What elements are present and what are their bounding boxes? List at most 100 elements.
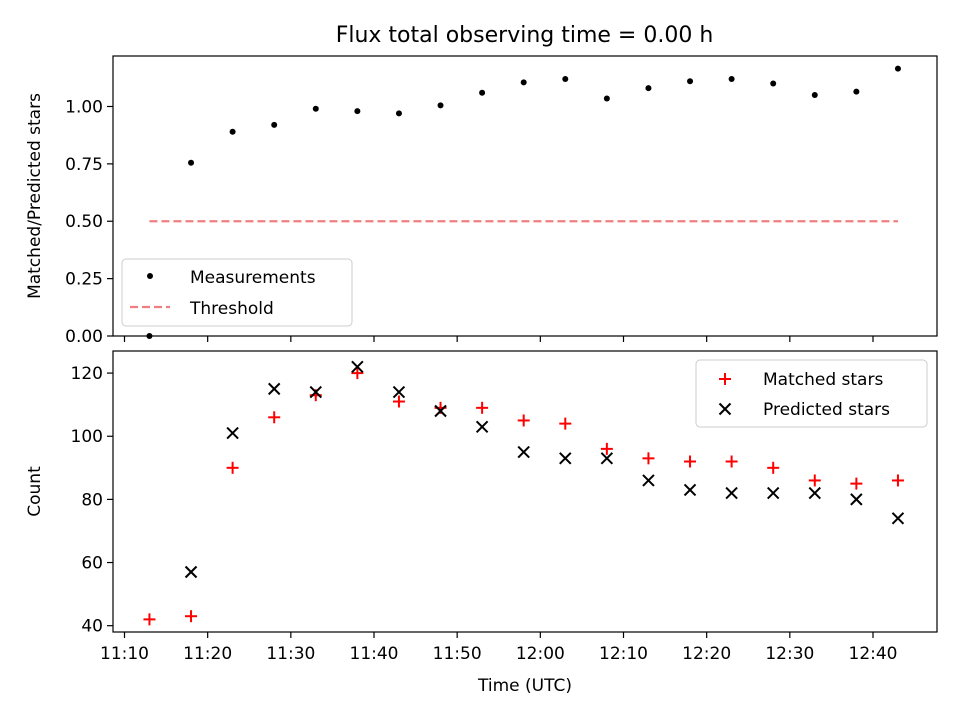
top-panel: 0.00 0.25 0.50 0.75 1.00 Matched/Predicted st… xyxy=(25,55,938,347)
predicted-star-point xyxy=(184,565,198,579)
measurement-point xyxy=(562,75,569,82)
predicted-star-point xyxy=(642,474,655,487)
predicted-star-point xyxy=(475,420,489,433)
x-tick-label: 11:50 xyxy=(433,644,482,664)
predicted-star-point xyxy=(517,445,530,459)
x-b xyxy=(475,420,489,433)
y-axis-label: Matched/Predicted stars xyxy=(25,93,45,299)
predicted-star-point xyxy=(683,483,697,497)
y-tick-label: 100 xyxy=(71,427,103,447)
measurement-point xyxy=(811,92,818,99)
matched-star-point xyxy=(559,417,572,430)
measurement-point xyxy=(853,88,860,95)
x-tick-label: 12:00 xyxy=(516,644,565,664)
x-b xyxy=(766,486,780,500)
matched-star-point xyxy=(725,455,738,468)
x-b xyxy=(392,385,406,399)
measurement-point xyxy=(188,159,195,166)
legend-label-measurements: Measurements xyxy=(190,268,316,288)
y-tick-label: 0.00 xyxy=(65,327,103,347)
measurement-point xyxy=(687,78,694,85)
legend-label-predicted: Predicted stars xyxy=(763,400,890,420)
x-tick-label: 12:30 xyxy=(765,644,814,664)
legend-label-threshold: Threshold xyxy=(189,299,274,319)
y-axis-label: Count xyxy=(25,466,45,517)
matched-star-point xyxy=(850,477,863,490)
matched-star-point xyxy=(808,474,821,487)
measurement-point xyxy=(271,121,278,128)
x-b xyxy=(226,426,239,440)
legend-box xyxy=(695,359,928,428)
y-tick-label: 0.50 xyxy=(65,212,103,232)
matched-star-point xyxy=(351,367,364,380)
predicted-star-point xyxy=(267,382,281,396)
axes-frame xyxy=(112,55,938,337)
x-b xyxy=(267,382,281,396)
measurement-point xyxy=(395,110,402,117)
measurement-point xyxy=(894,65,901,72)
predicted-star-point xyxy=(434,404,447,418)
predicted-star-point xyxy=(891,512,905,525)
x-tick-label: 11:40 xyxy=(350,644,399,664)
y-tick-label: 80 xyxy=(81,490,103,510)
legend-label-matched: Matched stars xyxy=(763,370,883,390)
predicted-star-point xyxy=(309,385,322,399)
matched-star-point xyxy=(185,610,198,623)
measurement-point xyxy=(770,80,777,87)
matched-star-point xyxy=(891,474,904,487)
predicted-star-point xyxy=(351,360,364,373)
x-tick-label: 11:30 xyxy=(266,644,315,664)
measurement-point xyxy=(146,333,153,339)
measurement-point xyxy=(728,75,735,82)
legend-swatch-predicted xyxy=(718,402,732,416)
series-group xyxy=(143,360,905,626)
matched-star-point xyxy=(767,461,780,474)
x-tick-label: 12:20 xyxy=(682,644,731,664)
matched-star-point xyxy=(517,414,530,427)
x-tick-label: 12:40 xyxy=(849,644,898,664)
matched-star-point xyxy=(143,613,156,626)
x-b xyxy=(559,452,572,465)
x-b xyxy=(184,565,198,579)
y-tick-label: 1.00 xyxy=(65,97,103,117)
x-b xyxy=(850,493,863,506)
x-b xyxy=(642,474,655,487)
predicted-star-point xyxy=(600,452,614,465)
measurement-point xyxy=(479,89,486,96)
y-tick-label: 0.25 xyxy=(65,270,103,290)
measurement-point xyxy=(520,79,527,86)
predicted-star-point xyxy=(226,426,239,440)
legend-box xyxy=(121,258,353,327)
measurement-point xyxy=(312,105,319,112)
y-tick-label: 40 xyxy=(81,617,103,637)
legend-bottom: Matched stars Predicted stars xyxy=(695,359,928,428)
legend-swatch-measurements xyxy=(147,273,153,279)
x-b xyxy=(600,452,614,465)
matched-star-point xyxy=(642,452,655,465)
y-tick-label: 120 xyxy=(71,364,103,384)
matched-star-point xyxy=(392,395,405,408)
predicted-star-point xyxy=(808,486,821,500)
measurement-point xyxy=(354,108,361,115)
x-tick-label: 11:10 xyxy=(100,644,149,664)
axes-frame xyxy=(112,350,938,633)
x-b xyxy=(683,483,697,497)
measurement-point xyxy=(603,95,610,102)
matched-star-point xyxy=(476,401,489,414)
x-axis-label: Time (UTC) xyxy=(477,676,572,696)
y-tick-label: 0.75 xyxy=(65,155,103,175)
chart-title: Flux total observing time = 0.00 h xyxy=(336,23,714,48)
x-tick-label: 12:10 xyxy=(599,644,648,664)
predicted-star-point xyxy=(850,493,863,506)
matched-star-point xyxy=(684,455,697,468)
predicted-star-point xyxy=(725,486,738,500)
predicted-star-point xyxy=(392,385,406,399)
matched-star-point xyxy=(600,442,613,455)
bottom-panel: 40 60 80 100 120 11:10 11:20 11:30 11:40 11:50 12:… xyxy=(25,350,938,696)
predicted-star-point xyxy=(559,452,572,465)
x-b xyxy=(517,445,530,459)
legend-top: Measurements Threshold xyxy=(121,258,353,327)
predicted-star-point xyxy=(766,486,780,500)
x-b xyxy=(725,486,738,500)
